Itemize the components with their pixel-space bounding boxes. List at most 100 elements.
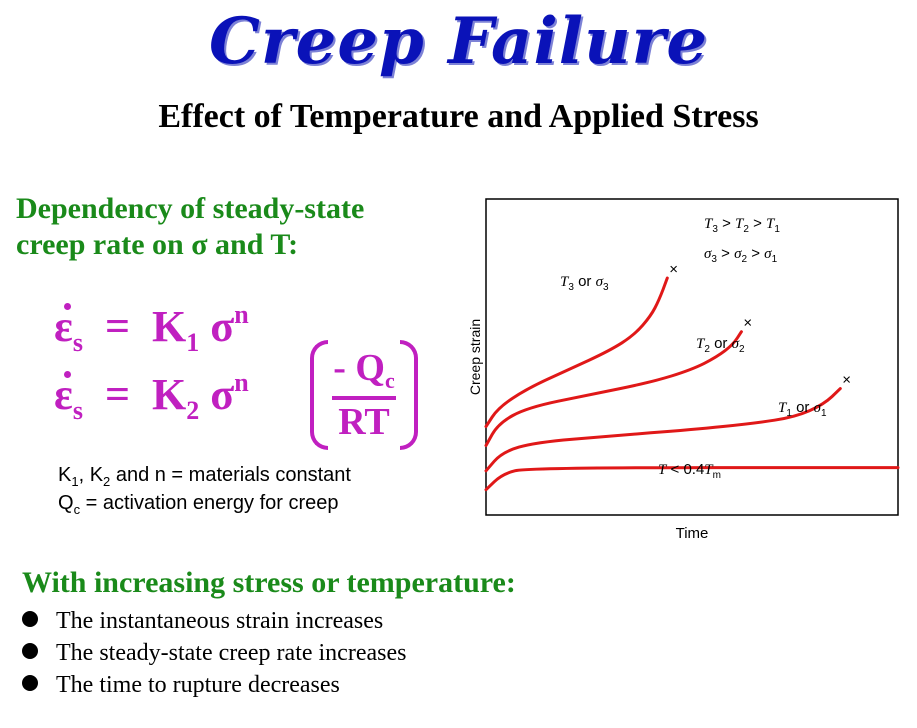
label-sub: 3 bbox=[568, 282, 574, 293]
equation-power-law: εs = K1 σn bbox=[54, 300, 249, 358]
rupture-mark-0: × bbox=[669, 261, 678, 278]
x-axis-label: Time bbox=[676, 525, 709, 542]
bullet-item: The instantaneous strain increases bbox=[22, 608, 383, 635]
constant-symbol: K bbox=[152, 302, 187, 351]
stress-exponent: n bbox=[234, 300, 249, 329]
series-label-t3: T3 or σ3 bbox=[560, 273, 609, 293]
label-part: or bbox=[792, 399, 814, 416]
label-part: > bbox=[747, 245, 764, 262]
label-sub: 1 bbox=[786, 408, 792, 419]
y-axis-label: Creep strain bbox=[467, 319, 483, 395]
temperature-order-label: T3 > T2 > T1 bbox=[704, 215, 780, 235]
chart-frame bbox=[485, 198, 899, 516]
label-part: σ bbox=[764, 246, 772, 262]
label-part: σ bbox=[732, 336, 740, 352]
stress-exponent: n bbox=[234, 368, 249, 397]
stress-symbol: σ bbox=[210, 370, 235, 419]
label-part: > bbox=[718, 215, 735, 232]
bullet-dot-icon bbox=[22, 643, 38, 659]
label-part: T bbox=[735, 216, 745, 232]
note-activation-energy: Qc = activation energy for creep bbox=[58, 492, 339, 517]
label-part: or bbox=[710, 335, 732, 352]
label-sub: 2 bbox=[739, 344, 745, 355]
chart-curves: × × × bbox=[484, 261, 900, 492]
note-subscript: 2 bbox=[103, 474, 111, 489]
label-part: or bbox=[574, 273, 596, 290]
label-part: σ bbox=[734, 246, 742, 262]
note-text: = activation energy for creep bbox=[80, 492, 339, 514]
creep-curve-1 bbox=[484, 330, 743, 447]
label-sub: 1 bbox=[774, 224, 780, 235]
label-part: T bbox=[766, 216, 776, 232]
label-sub: 2 bbox=[741, 254, 747, 265]
fraction-numerator: - Qc bbox=[308, 346, 420, 394]
creep-strain-chart: ××× Creep strain Time T3 > T2 > T1 σ3 > … bbox=[467, 198, 900, 542]
strain-rate-symbol: ε bbox=[54, 302, 73, 351]
stress-order-label: σ3 > σ2 > σ1 bbox=[704, 245, 778, 265]
label-part: > bbox=[717, 245, 734, 262]
equation-arrhenius: εs = K2 σn bbox=[54, 368, 249, 426]
dependency-heading-line1: Dependency of steady-state bbox=[16, 192, 365, 225]
note-subscript: 1 bbox=[71, 474, 79, 489]
label-sub: 1 bbox=[821, 408, 827, 419]
note-subscript: c bbox=[73, 502, 81, 517]
numerator-subscript: c bbox=[384, 368, 395, 393]
label-sub: 1 bbox=[772, 254, 778, 265]
exponential-fraction: - Qc RT bbox=[308, 340, 420, 450]
label-part: T bbox=[778, 400, 788, 416]
note-text: and n = materials constant bbox=[110, 464, 351, 486]
left-bracket bbox=[310, 340, 328, 450]
strain-subscript: s bbox=[72, 396, 83, 425]
page-title: Creep Failure bbox=[208, 4, 709, 79]
fraction-bar bbox=[332, 396, 396, 400]
label-sub: 3 bbox=[711, 254, 717, 265]
label-part: σ bbox=[704, 246, 712, 262]
numerator-text: - Q bbox=[333, 347, 385, 389]
label-sub: 3 bbox=[712, 224, 718, 235]
bullet-item: The steady-state creep rate increases bbox=[22, 640, 406, 667]
constant-symbol: K bbox=[152, 370, 187, 419]
label-sub: m bbox=[713, 470, 721, 481]
rupture-mark-2: × bbox=[842, 372, 851, 389]
equals-sign: = bbox=[104, 302, 131, 351]
creep-curve-0 bbox=[484, 276, 669, 428]
label-part: T bbox=[704, 462, 714, 478]
label-part: T bbox=[560, 274, 570, 290]
increasing-heading: With increasing stress or temperature: bbox=[22, 566, 516, 599]
bullet-text: The time to rupture decreases bbox=[56, 672, 340, 698]
series-label-t2: T2 or σ2 bbox=[696, 335, 745, 355]
bullet-text: The instantaneous strain increases bbox=[56, 608, 384, 634]
label-part: < 0.4 bbox=[666, 461, 704, 478]
rupture-mark-1: × bbox=[743, 315, 752, 332]
constant-subscript: 1 bbox=[186, 328, 200, 357]
fraction-denominator: RT bbox=[338, 401, 390, 443]
label-sub: 2 bbox=[743, 224, 749, 235]
label-part: σ bbox=[814, 400, 822, 416]
label-part: T bbox=[704, 216, 714, 232]
strain-subscript: s bbox=[72, 328, 83, 357]
note-materials-constant: K1, K2 and n = materials constant bbox=[58, 464, 351, 489]
right-bracket bbox=[400, 340, 418, 450]
strain-rate-symbol: ε bbox=[54, 370, 73, 419]
label-part: T bbox=[696, 336, 706, 352]
stress-symbol: σ bbox=[210, 302, 235, 351]
series-label-t0: T < 0.4Tm bbox=[658, 461, 721, 481]
series-label-t1: T1 or σ1 bbox=[778, 399, 827, 419]
label-part: σ bbox=[596, 274, 604, 290]
label-sub: 3 bbox=[603, 282, 609, 293]
label-sub: 2 bbox=[704, 344, 710, 355]
equals-sign: = bbox=[104, 370, 131, 419]
constant-subscript: 2 bbox=[186, 396, 200, 425]
note-text: Q bbox=[58, 492, 74, 514]
creep-curve-3 bbox=[484, 466, 900, 492]
note-text: , K bbox=[78, 464, 104, 486]
bullet-text: The steady-state creep rate increases bbox=[56, 640, 407, 666]
creep-curve-2 bbox=[484, 387, 842, 473]
page-subtitle: Effect of Temperature and Applied Stress bbox=[158, 98, 759, 135]
label-part: T bbox=[658, 462, 668, 478]
label-part: > bbox=[749, 215, 766, 232]
bullet-item: The time to rupture decreases bbox=[22, 672, 340, 699]
dependency-heading-line2: creep rate on σ and T: bbox=[16, 228, 299, 261]
note-text: K bbox=[58, 464, 72, 486]
bullet-dot-icon bbox=[22, 675, 38, 691]
